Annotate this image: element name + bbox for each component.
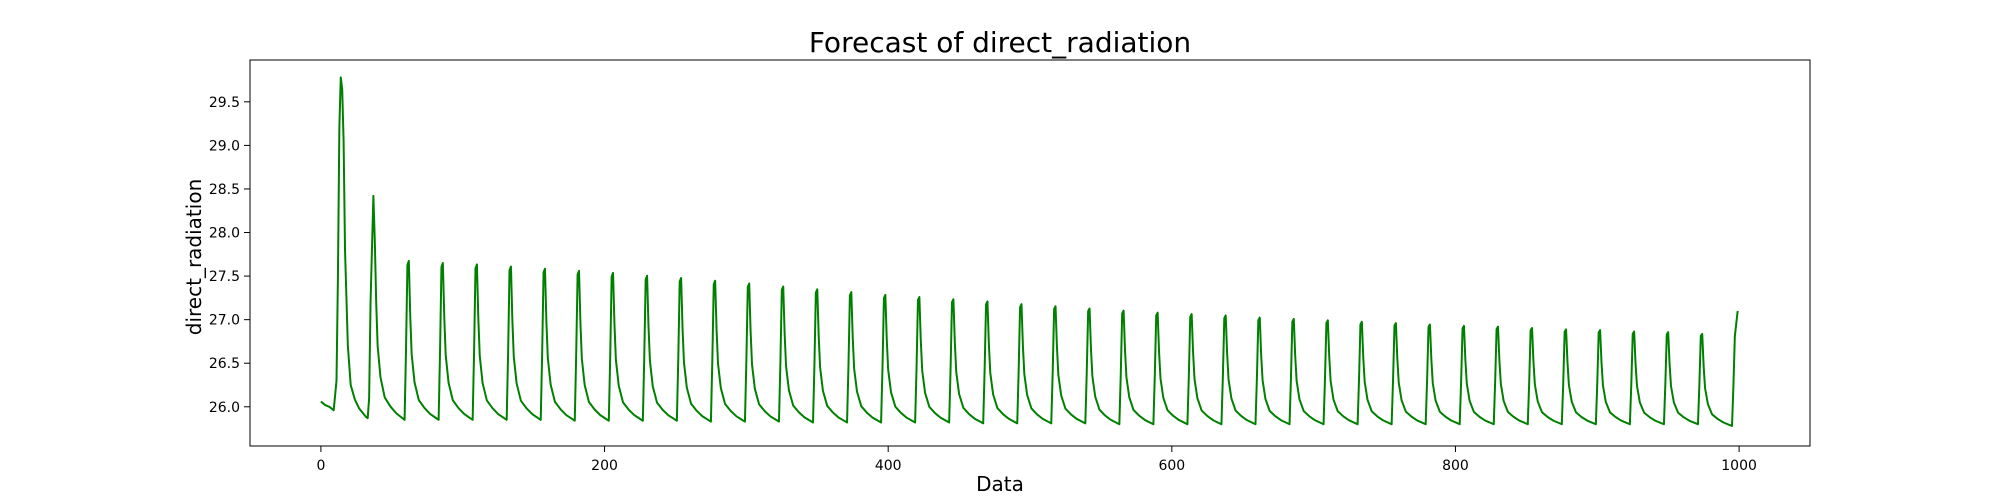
- plot-area: 0 200 400 600 800 1000 26.0 26.5 27.0 27.5 28.0 28.…: [209, 59, 1811, 474]
- chart-title: Forecast of direct_radiation: [809, 26, 1191, 59]
- y-tick-label-29.5: 29.5: [209, 95, 240, 111]
- x-tick-label-400: 400: [875, 458, 902, 474]
- plot-frame: [249, 59, 1811, 447]
- x-axis-label: Data: [976, 472, 1024, 496]
- series-line: [320, 76, 1739, 427]
- y-tick-label-27: 27.0: [209, 313, 240, 329]
- x-tick-label-0: 0: [316, 458, 325, 474]
- x-tick-label-1000: 1000: [1721, 458, 1757, 474]
- y-tick-label-29: 29.0: [209, 138, 240, 154]
- x-tick-label-200: 200: [591, 458, 618, 474]
- y-tick-label-26.5: 26.5: [209, 356, 240, 372]
- y-tick-label-28.5: 28.5: [209, 182, 240, 198]
- y-axis-label: direct_radiation: [182, 179, 206, 335]
- y-tick-label-26: 26.0: [209, 400, 240, 416]
- x-tick-label-600: 600: [1158, 458, 1185, 474]
- y-tick-label-27.5: 27.5: [209, 269, 240, 285]
- x-tick-label-800: 800: [1442, 458, 1469, 474]
- y-tick-label-28: 28.0: [209, 226, 240, 242]
